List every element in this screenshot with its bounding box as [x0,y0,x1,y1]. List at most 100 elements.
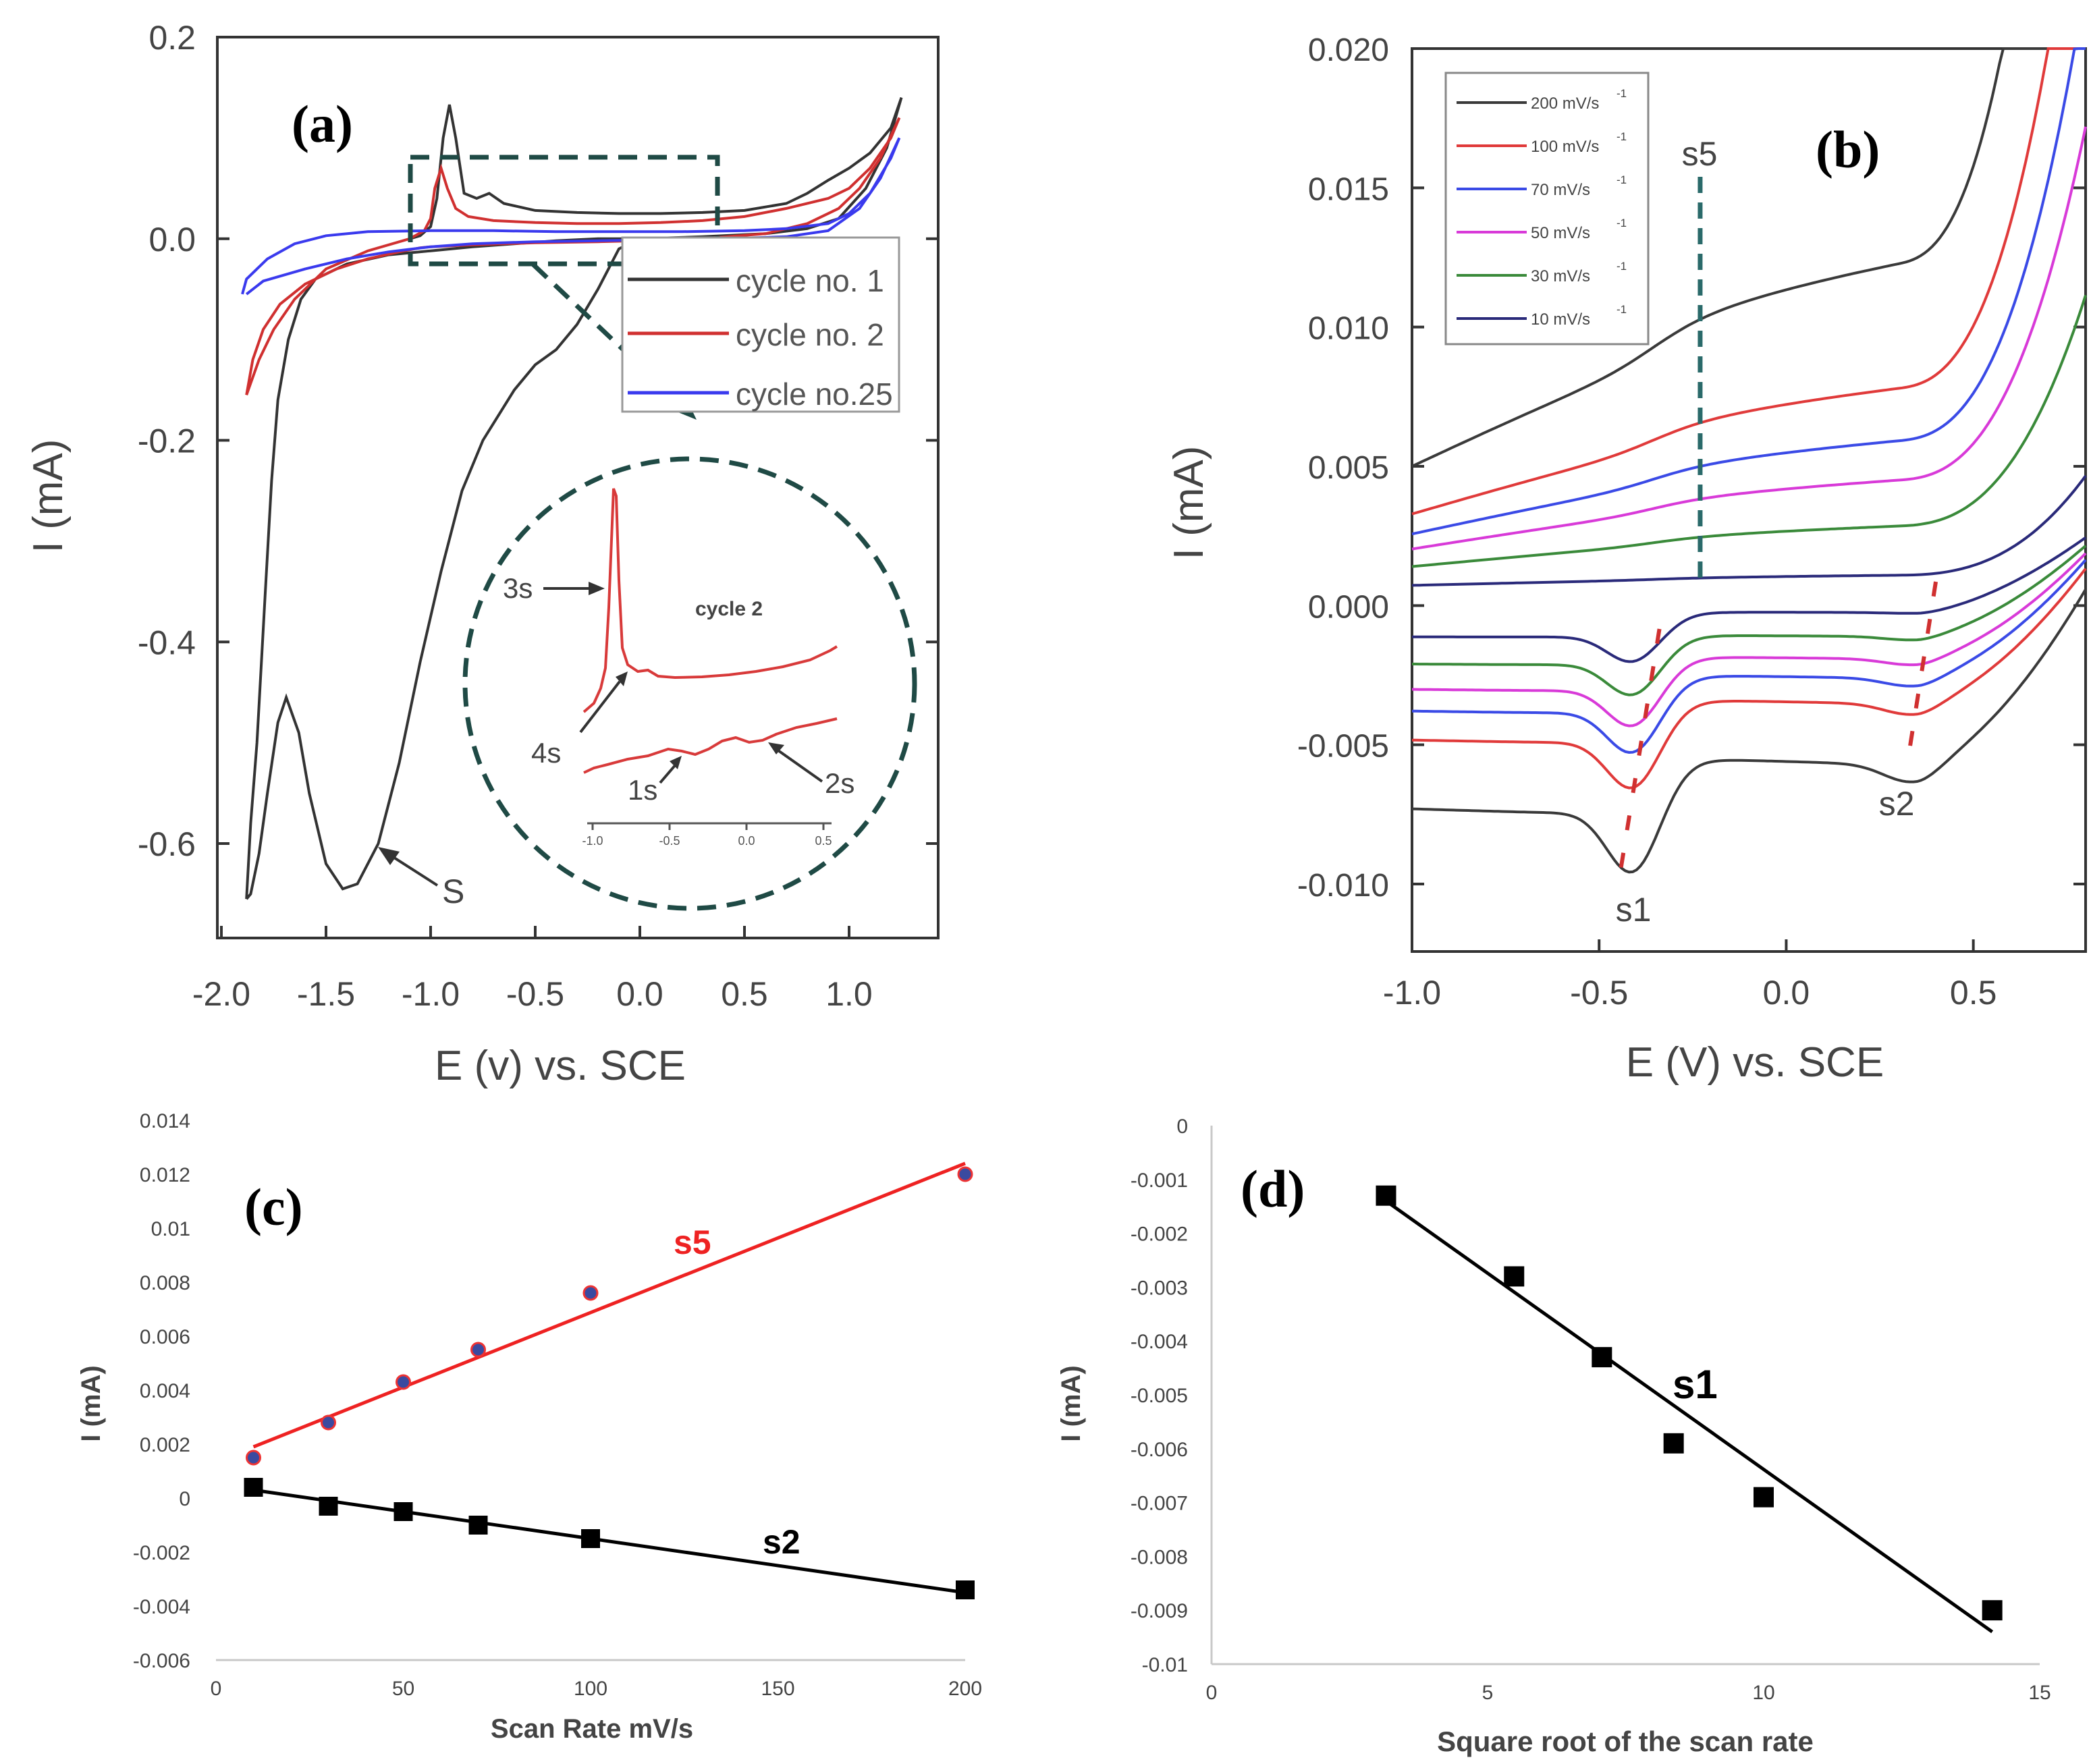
panel-a-series-4 [241,137,901,296]
panel-c-s2-label: s2 [763,1523,800,1561]
panel-c-point-s5 [321,1414,336,1431]
panel-c-ytick-label: 0.006 [140,1326,190,1348]
panel-b-legend-label: 100 mV/s [1531,138,1599,156]
panel-b-xtick-label: -1.0 [1383,974,1441,1012]
panel-b-xlabel: E (V) vs. SCE [1626,1039,1884,1086]
panel-d-label: (d) [1241,1159,1305,1218]
inset-curve-lower [583,717,838,774]
panel-b-cathodic-1 [1411,588,2087,874]
panel-b-legend: 200 mV/s -1 100 mV/s -1 70 mV/s -1 50 mV/s -1 30… [1444,72,1650,346]
panel-b-ytick-label: 0.000 [1308,589,1389,625]
inset-arrow-4s [579,680,621,734]
inset-arrowhead-1s [670,756,682,769]
panel-a-zoom-arrow [531,263,687,410]
panel-b-legend-label: 200 mV/s [1531,94,1599,113]
legend-label-cycle-25: cycle no.25 [736,377,893,412]
inset-xtick-label: 0.0 [738,834,755,848]
panel-c-ytick-label: 0.002 [140,1434,190,1456]
panel-b: -1.0 -0.5 0.0 0.5 0.020 0.015 0.010 0.005 0.000 -… [1166,32,2087,1086]
inset-arrowhead-3s [589,582,605,595]
panel-d-ticks: 0 5 10 15 0 -0.001 -0.002 -0.003 -0.004 -0.005 -0.… [1131,1115,2051,1704]
panel-d-ytick-label: -0.006 [1131,1439,1188,1461]
panel-c-xlabel: Scan Rate mV/s [491,1714,693,1744]
inset-x-ticks: -1.0 -0.5 0.0 0.5 [582,823,832,848]
inset-arrow-2s [775,748,823,783]
panel-d-series [1376,1185,2003,1634]
panel-b-ytick-label: 0.010 [1308,311,1389,347]
panel-b-legend-label: 70 mV/s [1531,181,1590,199]
panel-d-point-s1 [1376,1185,1396,1206]
panel-b-legend-label: 10 mV/s [1531,310,1590,329]
panel-d-point-s1 [1504,1266,1525,1287]
panel-b-cathodic-4 [1411,552,2087,727]
inset-label-3s: 3s [503,572,533,604]
panel-b-s1-label: s1 [1616,891,1652,929]
panel-b-legend-sup: -1 [1617,130,1627,143]
panel-a-ytick-label: 0.0 [148,221,196,258]
panel-b-cathodic-5 [1412,545,2087,696]
panel-c-point-s2 [956,1580,975,1599]
panel-a-xlabel: E (v) vs. SCE [435,1043,686,1089]
inset-label-1s: 1s [628,774,657,806]
panel-b-xtick-label: 0.5 [1950,974,1997,1012]
panel-d-xtick-label: 15 [2028,1682,2051,1704]
panel-d-ytick-label: -0.01 [1142,1654,1188,1676]
panel-b-legend-sup: -1 [1617,260,1627,273]
panel-b-ylabel: I (mA) [1166,446,1212,560]
inset-xtick-label: -0.5 [659,834,680,848]
panel-c-point-s2 [393,1502,413,1521]
panel-b-ytick-label: -0.010 [1297,868,1389,904]
panel-b-anodic-5 [1411,294,2087,568]
panel-c-point-s5 [470,1342,486,1358]
panel-a-s-arrowhead [378,847,400,865]
panel-c-point-s5 [396,1374,411,1390]
inset-label-4s: 4s [531,737,561,769]
panel-a-zoom-box [408,155,720,267]
panel-d-xlabel: Square root of the scan rate [1437,1726,1814,1757]
panel-c-ticks: 0 50 100 150 200 0.014 0.012 0.01 0.008 0.006 0.00… [133,1110,982,1700]
panel-d-ytick-label: -0.009 [1131,1600,1188,1622]
panel-b-anodic-2 [1411,47,2086,516]
panel-c-point-s2 [319,1497,338,1516]
panel-a-xtick-label: 0.0 [616,975,663,1013]
panel-a-series [241,97,903,900]
panel-b-ytick-label: 0.020 [1308,32,1389,68]
panel-a-inset-circle [462,456,917,911]
panel-c-xtick-label: 200 [948,1678,982,1700]
panel-c-ytick-label: 0.012 [140,1164,190,1186]
panel-a-ylabel: I (mA) [25,439,72,553]
panel-c-xtick-label: 100 [574,1678,607,1700]
panel-a-label: (a) [292,94,353,153]
inset-arrow-1s [659,763,678,784]
inset-label-2s: 2s [825,767,854,799]
panel-b-anodic-6 [1411,474,2087,587]
inset-curve-upper [582,488,838,713]
panel-c-xtick-label: 0 [211,1678,222,1700]
panel-b-legend-label: 30 mV/s [1531,267,1590,285]
panel-c-point-s2 [581,1529,600,1548]
panel-a-plot-frame [216,36,940,939]
panel-b-s2-label: s2 [1879,785,1915,823]
panel-b-series [1411,47,2087,874]
panel-b-legend-sup: -1 [1617,87,1627,100]
panel-d-point-s1 [1982,1600,2003,1621]
panel-d-point-s1 [1663,1433,1684,1454]
panel-a-ytick-label: -0.4 [138,624,196,661]
panel-b-legend-sup: -1 [1617,303,1627,316]
panel-c-ytick-label: 0.01 [151,1218,190,1240]
panel-c-ytick-label: 0 [179,1488,190,1510]
panel-a-inset: -1.0 -0.5 0.0 0.5 cycle 2 3s 4s 1s 2s [503,488,854,848]
panel-b-ytick-label: -0.005 [1297,729,1389,765]
panel-a-xtick-label: -1.5 [297,975,355,1013]
panel-b-ticks: -1.0 -0.5 0.0 0.5 0.020 0.015 0.010 0.005 0.000 -… [1297,32,2086,1012]
panel-c-ytick-label: 0.014 [140,1110,190,1132]
inset-title: cycle 2 [695,598,763,620]
panel-a-ytick-label: -0.6 [138,825,196,863]
panel-c-point-s2 [244,1478,263,1497]
panel-c-ytick-label: 0.004 [140,1380,190,1402]
panel-d-s1-label: s1 [1673,1362,1718,1407]
inset-arrowhead-4s [616,671,628,686]
panel-c-fit-s5 [252,1161,966,1449]
inset-xtick-label: 0.5 [815,834,832,848]
panel-d-ytick-label: -0.005 [1131,1385,1188,1407]
